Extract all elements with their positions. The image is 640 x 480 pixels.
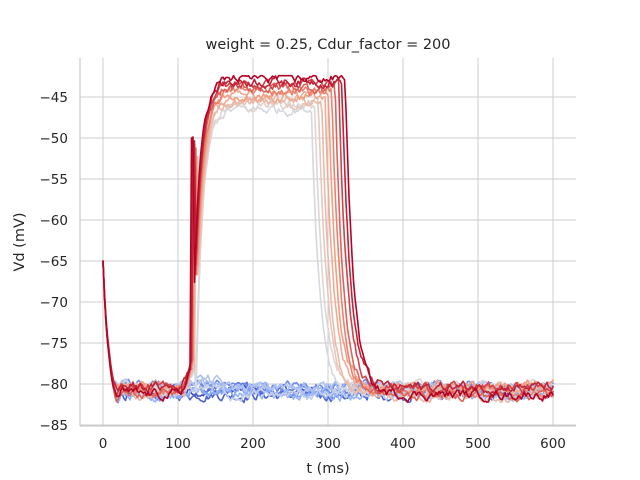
y-tick-label: −70 xyxy=(40,295,69,311)
y-tick-label: −45 xyxy=(40,90,69,106)
y-tick-label: −50 xyxy=(40,131,69,147)
trace-line xyxy=(102,75,554,395)
x-tick-label: 600 xyxy=(540,436,566,452)
trace-line xyxy=(102,87,554,392)
trace-line xyxy=(102,74,554,403)
x-tick-label: 200 xyxy=(240,436,266,452)
y-tick-label: −80 xyxy=(40,377,69,393)
x-tick-label: 500 xyxy=(465,436,491,452)
y-tick-label: −55 xyxy=(40,172,69,188)
y-tick-label: −75 xyxy=(40,336,69,352)
y-tick-label: −85 xyxy=(40,418,69,434)
x-tick-label: 100 xyxy=(165,436,191,452)
x-axis-label: t (ms) xyxy=(306,461,349,477)
y-tick-label: −65 xyxy=(40,254,69,270)
x-tick-label: 0 xyxy=(99,436,108,452)
y-axis-ticks: −85 −80 −75 −70 −65 −60 −55 −50 −45 xyxy=(40,90,69,434)
y-axis-label: Vd (mV) xyxy=(12,212,28,271)
y-tick-label: −60 xyxy=(40,213,69,229)
x-tick-label: 300 xyxy=(315,436,341,452)
traces xyxy=(102,74,554,404)
chart-title: weight = 0.25, Cdur_factor = 200 xyxy=(205,37,450,53)
x-tick-label: 400 xyxy=(390,436,416,452)
x-axis-ticks: 0 100 200 300 400 500 600 xyxy=(99,436,566,452)
axes-spines xyxy=(79,58,576,427)
